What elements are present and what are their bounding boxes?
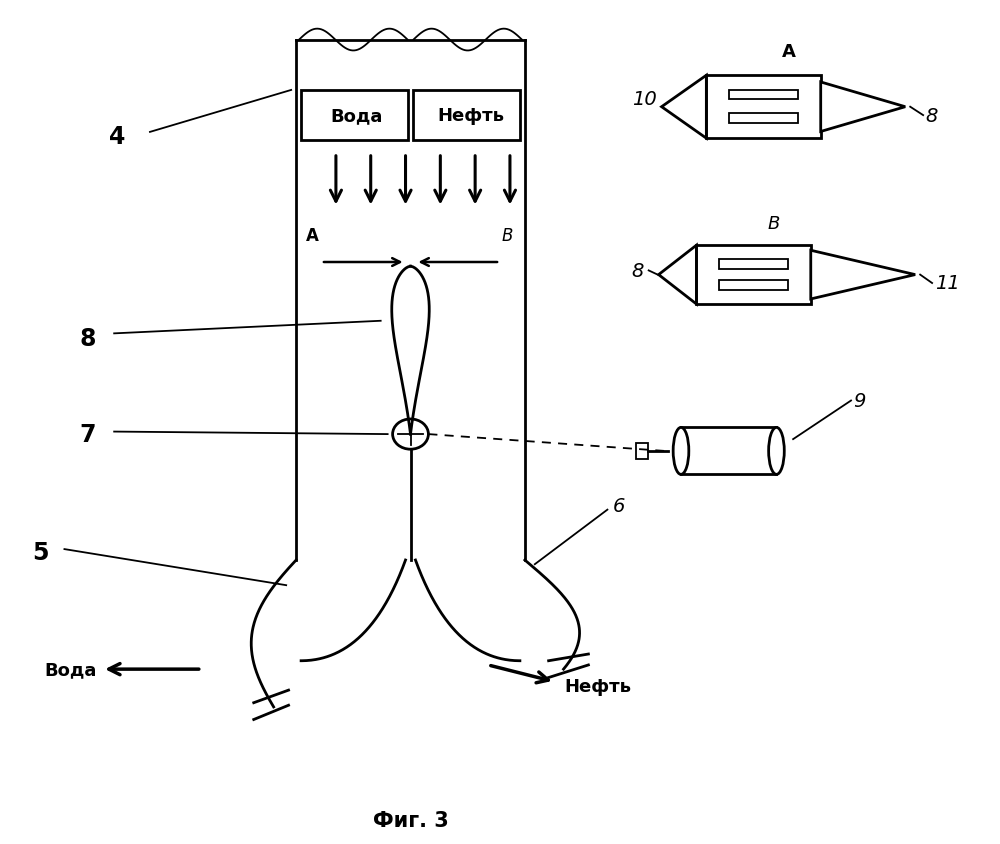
Text: 9: 9 bbox=[853, 392, 865, 410]
Text: 8: 8 bbox=[79, 326, 96, 350]
Polygon shape bbox=[821, 83, 905, 133]
Polygon shape bbox=[811, 251, 915, 300]
Text: А: А bbox=[781, 43, 795, 61]
Polygon shape bbox=[659, 246, 696, 305]
Polygon shape bbox=[662, 76, 706, 139]
Text: 7: 7 bbox=[79, 423, 96, 446]
Text: Нефть: Нефть bbox=[565, 677, 632, 695]
Circle shape bbox=[393, 419, 428, 450]
Text: Вода: Вода bbox=[330, 107, 382, 125]
Text: 5: 5 bbox=[32, 540, 49, 564]
Text: 4: 4 bbox=[109, 125, 125, 149]
Bar bbox=[719, 260, 788, 269]
Text: Фиг. 3: Фиг. 3 bbox=[373, 810, 448, 830]
Text: 8: 8 bbox=[631, 262, 644, 280]
Bar bbox=[729, 91, 798, 100]
Text: 6: 6 bbox=[613, 496, 626, 516]
Text: 10: 10 bbox=[632, 89, 657, 109]
Bar bbox=[301, 91, 408, 141]
Text: А: А bbox=[306, 226, 319, 244]
Bar bbox=[413, 91, 520, 141]
Bar bbox=[729, 114, 798, 123]
Bar bbox=[706, 76, 821, 139]
Bar bbox=[636, 443, 648, 460]
Bar bbox=[719, 281, 788, 290]
Bar bbox=[696, 246, 811, 305]
Text: Вода: Вода bbox=[45, 660, 97, 679]
Text: В: В bbox=[767, 214, 780, 232]
Ellipse shape bbox=[769, 428, 784, 475]
Text: Нефть: Нефть bbox=[437, 107, 504, 125]
Text: 11: 11 bbox=[935, 274, 960, 293]
Text: В: В bbox=[502, 226, 513, 244]
Text: 8: 8 bbox=[925, 106, 938, 126]
Ellipse shape bbox=[673, 428, 689, 475]
Bar bbox=[681, 428, 776, 475]
